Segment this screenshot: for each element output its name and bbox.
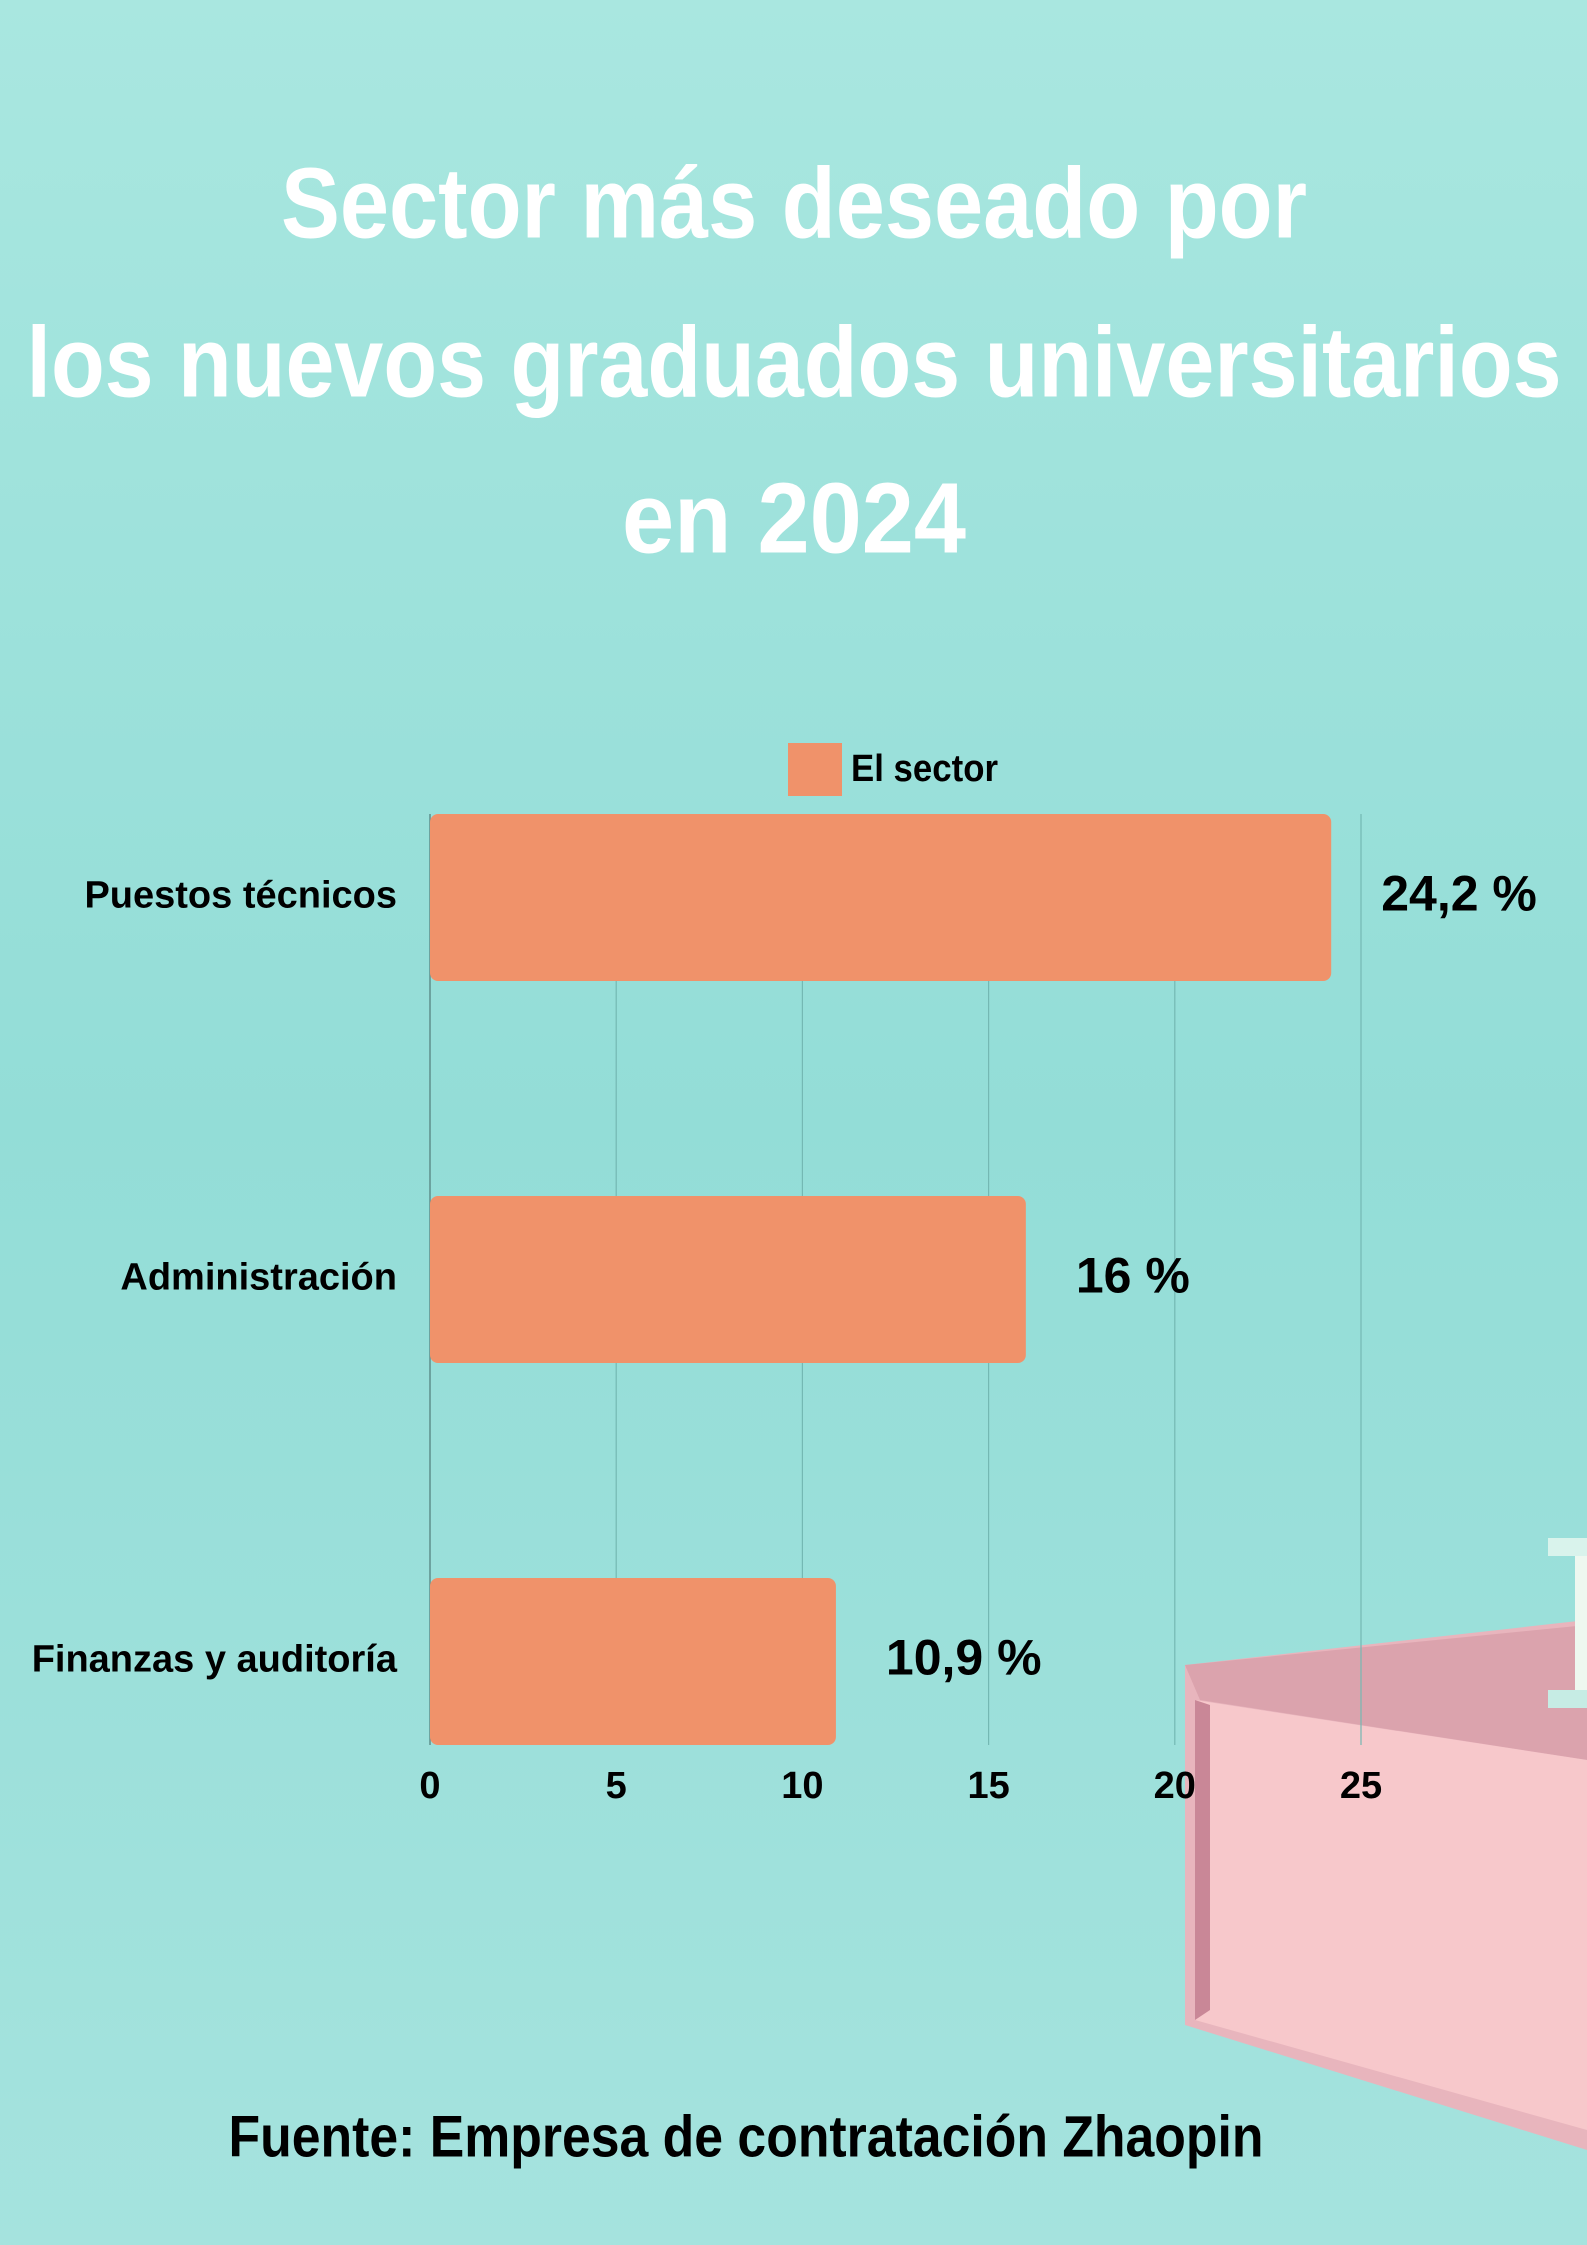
bar xyxy=(430,1578,836,1745)
labels: El sector 0 5 10 15 20 25 Puestos técnicos 24,2 … xyxy=(32,743,1537,1807)
legend-swatch xyxy=(788,743,842,796)
title-line: los nuevos graduados universitarios xyxy=(27,306,1562,418)
x-tick-label: 0 xyxy=(419,1765,440,1807)
x-tick-label: 15 xyxy=(967,1765,1009,1807)
bars xyxy=(430,814,1332,1745)
title-line: en 2024 xyxy=(622,462,966,574)
bar xyxy=(430,814,1332,981)
y-tick-label: Finanzas y auditoría xyxy=(32,1639,398,1681)
x-tick-label: 5 xyxy=(606,1765,627,1807)
x-tick-label: 10 xyxy=(781,1765,823,1807)
y-tick-label: Administración xyxy=(120,1257,397,1299)
decoration-box xyxy=(1185,1538,1587,2150)
title: Sector más deseado por los nuevos graduad… xyxy=(27,147,1562,574)
x-tick-label: 20 xyxy=(1154,1765,1196,1807)
bar xyxy=(430,1196,1026,1363)
x-tick-label: 25 xyxy=(1340,1765,1382,1807)
source: Fuente: Empresa de contratación Zhaopin xyxy=(229,2104,1264,2169)
title-line: Sector más deseado por xyxy=(281,147,1307,259)
value-label: 24,2 % xyxy=(1381,866,1537,922)
y-tick-label: Puestos técnicos xyxy=(84,875,397,917)
value-label: 10,9 % xyxy=(886,1630,1042,1686)
legend-label: El sector xyxy=(851,748,998,790)
value-label: 16 % xyxy=(1076,1248,1190,1304)
